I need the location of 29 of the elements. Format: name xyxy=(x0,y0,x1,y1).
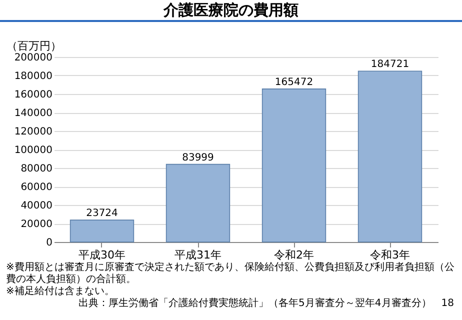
y-tick-label: 200000 xyxy=(14,52,52,64)
text: 18 xyxy=(441,298,454,310)
y-tick-label: 160000 xyxy=(14,90,52,100)
bar xyxy=(70,220,134,242)
y-tick-label: 140000 xyxy=(14,108,52,119)
data-label: 165472 xyxy=(274,76,314,88)
y-tick-label: 40000 xyxy=(20,200,52,212)
data-label: 23724 xyxy=(86,208,118,220)
y-tick-label: 80000 xyxy=(20,164,52,174)
y-tick-label: 60000 xyxy=(20,182,52,193)
y-tick-label: 100000 xyxy=(14,145,52,156)
y-axis-title: （百万円） xyxy=(6,40,62,52)
text: ※補足給付は含まない。 xyxy=(6,286,116,298)
text: ※費用額とは審査月に原審査で決定された額であり、保険給付額、公費負担額及び利用者負担額（公費の本人負担額）の合計額。 xyxy=(6,262,456,286)
bar xyxy=(166,164,230,242)
y-tick-label: 180000 xyxy=(14,71,52,82)
x-tick-label: 平成30年 xyxy=(78,248,126,262)
x-tick-label: 平成31年 xyxy=(174,248,222,262)
bar xyxy=(358,70,422,242)
y-tick-label: 20000 xyxy=(20,219,52,230)
data-label: 83999 xyxy=(182,152,214,164)
chart-title: 介護医療院の費用額 xyxy=(0,0,462,22)
y-tick-label: 120000 xyxy=(14,126,52,138)
data-label: 184721 xyxy=(370,59,410,70)
y-tick-label: 0 xyxy=(46,238,52,248)
x-tick-label: 令和2年 xyxy=(274,248,314,262)
bar xyxy=(262,88,326,242)
source-note: 出典：厚生労働省「介護給付費実態統計」（各年5月審査分～翌年4月審査分） xyxy=(78,298,432,310)
x-tick-label: 令和3年 xyxy=(370,248,410,262)
